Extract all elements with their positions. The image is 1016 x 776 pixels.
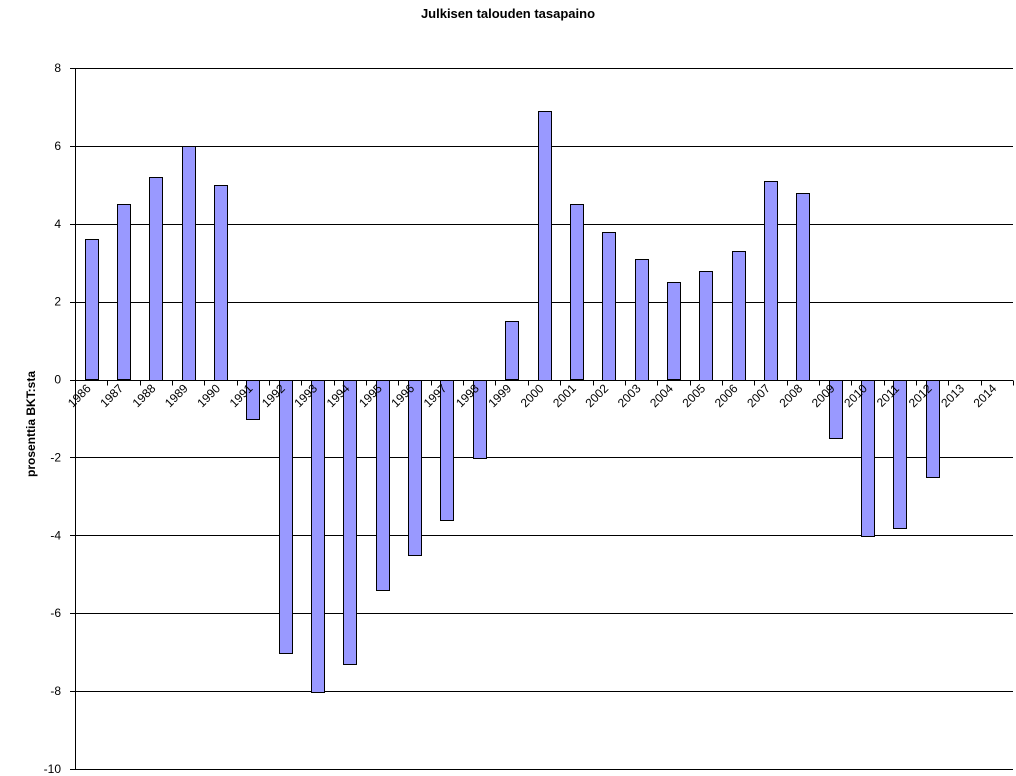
- y-tick-labels: -10 -8 -6 -4 -2 0 2 4 6 8: [44, 61, 75, 776]
- x-tick-label: 2005: [680, 381, 709, 410]
- bar-2011: [893, 380, 907, 529]
- x-tick-labels: 1986 1987 1988 1989 1990 1991 1992 1993 1994 1995…: [65, 381, 1000, 410]
- bar-1994: [343, 380, 357, 665]
- axes: [75, 68, 1014, 770]
- bar-1995: [376, 380, 390, 591]
- bar-2005: [699, 271, 713, 381]
- x-tick-label: 2004: [647, 381, 676, 410]
- bar-2002: [602, 232, 616, 381]
- x-tick-label: 2001: [550, 381, 579, 410]
- y-tick-label: 4: [54, 217, 61, 231]
- chart-title: Julkisen talouden tasapaino: [420, 6, 596, 21]
- bar-2008: [796, 193, 810, 381]
- bar-1988: [149, 177, 163, 381]
- x-tick-label: 1989: [162, 381, 191, 410]
- y-tick-label: 8: [54, 61, 61, 75]
- x-tick-label: 2007: [744, 381, 773, 410]
- bar-1990: [214, 185, 228, 381]
- bar-2000: [538, 111, 552, 381]
- y-tick-label: -10: [44, 762, 62, 776]
- x-tick-label: 2003: [615, 381, 644, 410]
- x-tick-label: 1987: [97, 381, 126, 410]
- bar-2006: [732, 251, 746, 381]
- x-tick-label: 2013: [938, 381, 967, 410]
- bar-2003: [635, 259, 649, 381]
- x-tick-label: 1999: [485, 381, 514, 410]
- bar-2001: [570, 204, 584, 380]
- y-tick-label: 6: [54, 139, 61, 153]
- x-tick-label: 2002: [582, 381, 611, 410]
- y-tick-label: -8: [50, 684, 61, 698]
- bar-1993: [311, 380, 325, 693]
- bar-1986: [85, 239, 99, 380]
- x-tick-label: 2006: [712, 381, 741, 410]
- x-tick-label: 2000: [518, 381, 547, 410]
- bars: [85, 111, 940, 693]
- bar-2010: [861, 380, 875, 537]
- y-tick-label: 0: [54, 373, 61, 387]
- y-tick-label: 2: [54, 295, 61, 309]
- x-tick-label: 1990: [194, 381, 223, 410]
- bar-1987: [117, 204, 131, 380]
- y-tick-label: -2: [50, 450, 61, 464]
- bar-1996: [408, 380, 422, 556]
- y-axis-label: prosenttia BKT:sta: [24, 371, 38, 477]
- x-tick-label: 1986: [65, 381, 94, 410]
- x-tick-label: 1988: [130, 381, 159, 410]
- bar-2007: [764, 181, 778, 381]
- x-tick-label: 2008: [777, 381, 806, 410]
- bar-2004: [667, 282, 681, 380]
- bar-1997: [440, 380, 454, 521]
- x-tick-label: 2014: [971, 381, 1000, 410]
- bar-1992: [279, 380, 293, 654]
- bar-1999: [505, 321, 519, 380]
- y-tick-label: -4: [50, 528, 61, 542]
- bar-1989: [182, 146, 196, 381]
- y-tick-label: -6: [50, 606, 61, 620]
